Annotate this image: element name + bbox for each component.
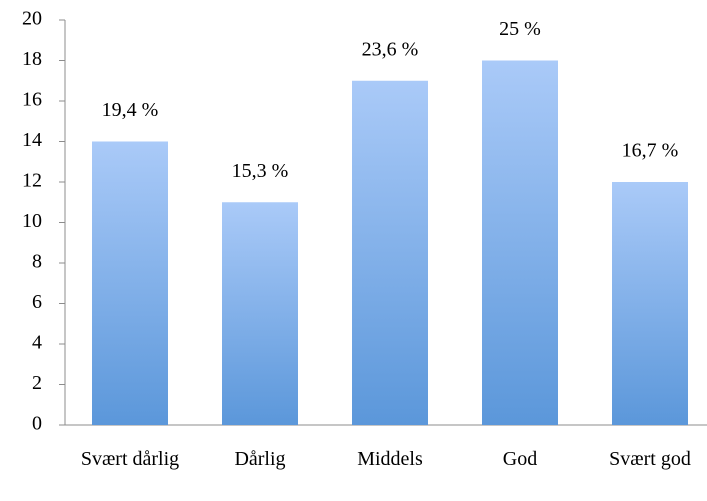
y-tick-label: 12 [22, 170, 42, 192]
y-tick-label: 6 [32, 291, 42, 313]
value-label: 19,4 % [102, 99, 159, 121]
y-tick-label: 16 [22, 89, 42, 111]
x-tick-label: God [502, 448, 538, 470]
y-tick-label: 14 [22, 129, 42, 151]
x-tick-label: Svært god [609, 448, 691, 470]
value-label: 25 % [499, 18, 541, 40]
bar [92, 141, 168, 425]
x-tick-label: Svært dårlig [80, 448, 180, 470]
y-tick-label: 4 [32, 332, 42, 354]
value-label: 23,6 % [362, 38, 419, 60]
bar [482, 60, 558, 425]
x-tick-label: Dårlig [234, 448, 286, 470]
value-label: 15,3 % [232, 160, 289, 182]
bar [612, 182, 688, 425]
y-tick-label: 20 [22, 8, 42, 30]
y-tick-label: 10 [22, 210, 42, 232]
y-tick-label: 8 [32, 251, 42, 273]
bar [222, 202, 298, 425]
x-tick-label: Middels [357, 448, 423, 470]
bar [352, 80, 428, 425]
y-tick-label: 0 [32, 413, 42, 435]
value-label: 16,7 % [622, 140, 679, 162]
y-tick-label: 2 [32, 372, 42, 394]
y-tick-label: 18 [22, 48, 42, 70]
